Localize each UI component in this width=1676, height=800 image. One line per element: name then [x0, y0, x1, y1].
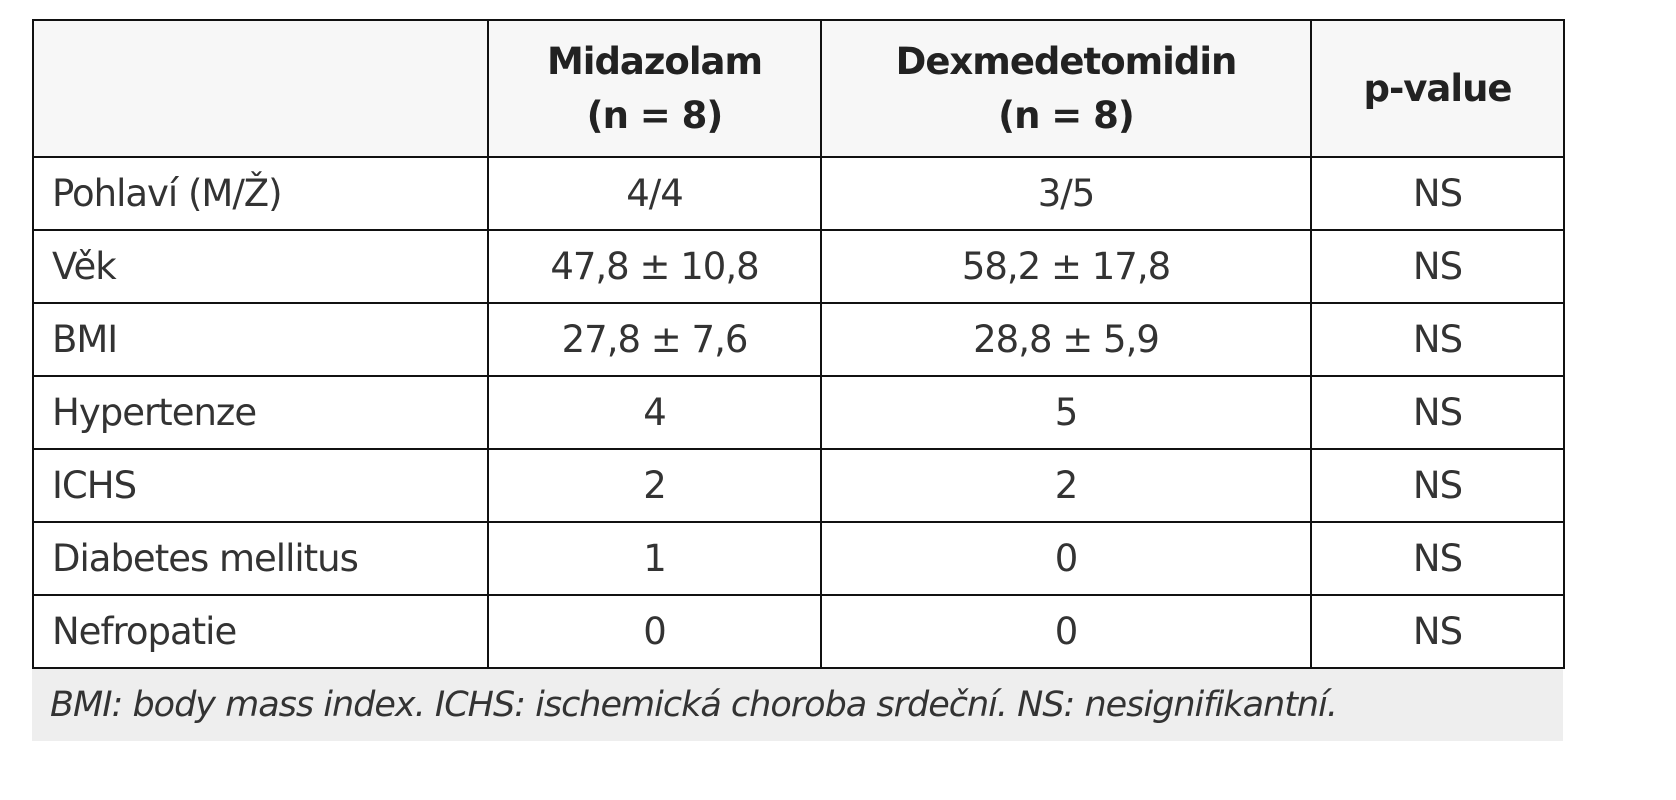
row-label: Věk — [32, 229, 489, 304]
table-row: Hypertenze 4 5 NS — [32, 375, 1565, 450]
table-row: Pohlaví (M/Ž) 4/4 3/5 NS — [32, 156, 1565, 231]
row-label: Pohlaví (M/Ž) — [32, 156, 489, 231]
header-cell — [32, 19, 489, 158]
cell: NS — [1310, 375, 1565, 450]
cell: NS — [1310, 448, 1565, 523]
header-cell: p-value — [1310, 19, 1565, 158]
row-label: ICHS — [32, 448, 489, 523]
table-row: ICHS 2 2 NS — [32, 448, 1565, 523]
cell: NS — [1310, 521, 1565, 596]
cell: 58,2 ± 17,8 — [820, 229, 1312, 304]
cell: 27,8 ± 7,6 — [487, 302, 822, 377]
cell: NS — [1310, 229, 1565, 304]
cell: 0 — [820, 594, 1312, 669]
cell: 1 — [487, 521, 822, 596]
cell: 3/5 — [820, 156, 1312, 231]
cell: 4 — [487, 375, 822, 450]
table-row: Diabetes mellitus 1 0 NS — [32, 521, 1565, 596]
header-line: (n = 8) — [586, 93, 724, 137]
cell: 2 — [487, 448, 822, 523]
table-row: Nefropatie 0 0 NS — [32, 594, 1565, 669]
cell: 47,8 ± 10,8 — [487, 229, 822, 304]
header-line: (n = 8) — [998, 93, 1135, 137]
table-row: Věk 47,8 ± 10,8 58,2 ± 17,8 NS — [32, 229, 1565, 304]
header-line: Midazolam — [546, 39, 763, 83]
cell: 4/4 — [487, 156, 822, 231]
table-row: BMI 27,8 ± 7,6 28,8 ± 5,9 NS — [32, 302, 1565, 377]
cell: 2 — [820, 448, 1312, 523]
header-cell: Dexmedetomidin (n = 8) — [820, 19, 1312, 158]
header-row: Midazolam (n = 8) Dexmedetomidin (n = 8) p-v… — [32, 19, 1565, 158]
row-label: Nefropatie — [32, 594, 489, 669]
header-line: p-value — [1363, 66, 1512, 110]
cell: 5 — [820, 375, 1312, 450]
data-table: Midazolam (n = 8) Dexmedetomidin (n = 8) p-v… — [32, 19, 1565, 669]
cell: 0 — [820, 521, 1312, 596]
header-line: Dexmedetomidin — [895, 39, 1238, 83]
cell: NS — [1310, 302, 1565, 377]
row-label: Diabetes mellitus — [32, 521, 489, 596]
row-label: BMI — [32, 302, 489, 377]
cell: 0 — [487, 594, 822, 669]
cell: NS — [1310, 594, 1565, 669]
cell: NS — [1310, 156, 1565, 231]
table-block: Midazolam (n = 8) Dexmedetomidin (n = 8) p-v… — [32, 19, 1565, 741]
cell: 28,8 ± 5,9 — [820, 302, 1312, 377]
header-cell: Midazolam (n = 8) — [487, 19, 822, 158]
row-label: Hypertenze — [32, 375, 489, 450]
footnote: BMI: body mass index. ICHS: ischemická c… — [32, 669, 1563, 741]
